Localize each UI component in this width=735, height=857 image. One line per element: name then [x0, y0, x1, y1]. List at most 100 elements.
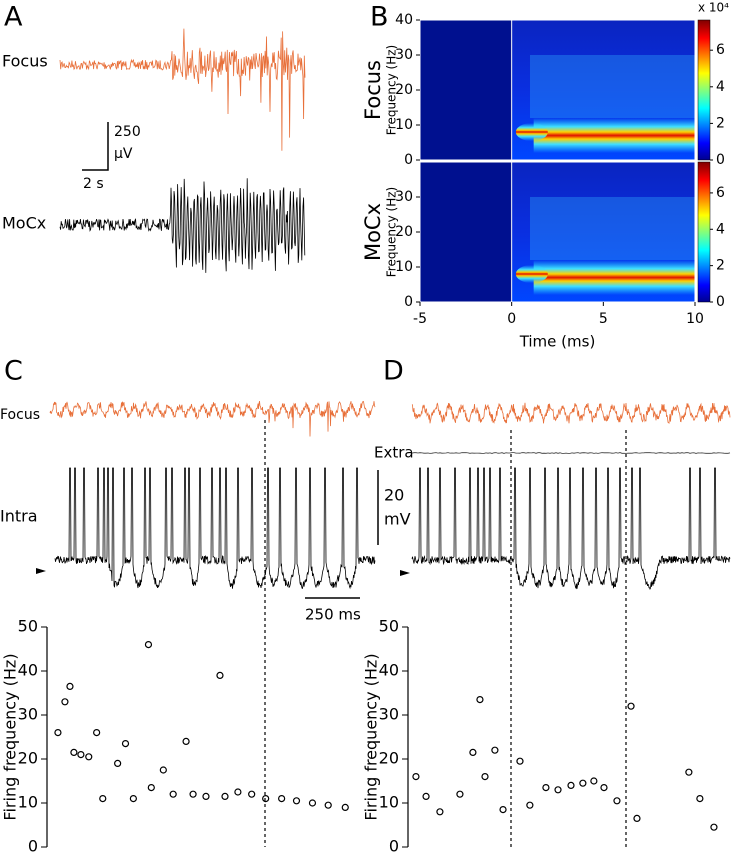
data-point	[457, 791, 463, 797]
trace-label: Focus	[0, 407, 40, 423]
x-tick-label: 5	[599, 311, 608, 327]
y-axis-label: Firing frequency (Hz)	[362, 653, 381, 820]
colorbar-tick-label: 2	[716, 258, 725, 274]
arrowhead	[400, 570, 410, 576]
scale-label: 250 ms	[305, 606, 361, 624]
data-point	[591, 778, 597, 784]
x-tick-label: -5	[413, 311, 427, 327]
data-point	[482, 774, 488, 780]
data-point	[309, 800, 315, 806]
data-point	[55, 730, 61, 736]
data-point	[71, 749, 77, 755]
data-point	[634, 815, 640, 821]
data-point	[492, 747, 498, 753]
data-point	[413, 774, 419, 780]
data-point	[183, 738, 189, 744]
colorbar-tick-label: 4	[716, 79, 725, 95]
data-point	[160, 767, 166, 773]
y-tick-label: 0	[404, 294, 413, 310]
y-tick-label: 30	[18, 705, 38, 724]
data-point	[94, 730, 100, 736]
y-tick-label: 20	[18, 749, 38, 768]
data-point	[222, 793, 228, 799]
y-tick-label: 10	[18, 793, 38, 812]
data-point	[190, 791, 196, 797]
heatmap	[420, 20, 695, 160]
y-tick-label: 30	[379, 705, 399, 724]
data-point	[62, 699, 68, 705]
data-point	[279, 796, 285, 802]
colorbar-tick-label: 0	[716, 152, 725, 168]
scale-bar	[82, 122, 108, 170]
data-point	[423, 793, 429, 799]
y-axis-label: Frequency (Hz)	[385, 187, 399, 278]
trace-label: MoCx	[2, 214, 46, 233]
heatmap-title: Focus	[361, 60, 385, 120]
x-axis-label: Time (ms)	[519, 333, 596, 351]
x-tick-label: 0	[507, 311, 516, 327]
data-point	[711, 824, 717, 830]
data-point	[203, 793, 209, 799]
colorbar	[698, 20, 710, 160]
data-point	[78, 752, 84, 758]
y-tick-label: 0	[404, 152, 413, 168]
data-point	[249, 791, 255, 797]
panel-label: C	[4, 356, 23, 387]
trace	[60, 178, 305, 273]
x-tick-label: 10	[686, 311, 704, 327]
data-point	[437, 809, 443, 815]
scale-label: 250	[114, 124, 141, 140]
data-point	[170, 791, 176, 797]
colorbar-tick-label: 6	[716, 185, 725, 201]
colorbar-tick-label: 4	[716, 221, 725, 237]
colorbar-tick-label: 2	[716, 115, 725, 131]
data-point	[293, 798, 299, 804]
data-point	[145, 642, 151, 648]
data-point	[67, 683, 73, 689]
data-point	[130, 796, 136, 802]
data-point	[123, 741, 129, 747]
heatmap-region	[530, 197, 695, 260]
trace	[60, 29, 305, 151]
y-tick-label: 50	[379, 617, 399, 636]
scale-label: 20	[384, 486, 404, 505]
colorbar-tick-label: 0	[716, 294, 725, 310]
data-point	[686, 769, 692, 775]
colorbar-label: x 10⁴	[698, 1, 729, 15]
data-point	[325, 802, 331, 808]
data-point	[628, 703, 634, 709]
y-tick-label: 40	[395, 12, 413, 28]
scale-label: µV	[114, 146, 133, 162]
y-tick-label: 50	[18, 617, 38, 636]
y-tick-label: 40	[18, 661, 38, 680]
trace	[412, 453, 730, 454]
trace	[50, 401, 375, 436]
panel-label: B	[370, 2, 389, 33]
data-point	[235, 789, 241, 795]
data-point	[100, 796, 106, 802]
data-point	[527, 802, 533, 808]
y-axis-label: Frequency (Hz)	[385, 45, 399, 136]
heatmap-band	[534, 260, 695, 295]
data-point	[115, 760, 121, 766]
data-point	[580, 780, 586, 786]
heatmap-band	[516, 265, 548, 283]
panel-label: D	[383, 356, 404, 387]
y-tick-label: 0	[389, 837, 399, 854]
data-point	[543, 785, 549, 791]
trace-label: Intra	[0, 507, 38, 526]
data-point	[477, 697, 483, 703]
trace-label: Focus	[2, 52, 48, 71]
y-tick-label: 0	[28, 837, 38, 854]
data-point	[470, 749, 476, 755]
heatmap-band	[534, 118, 695, 153]
trace	[55, 468, 375, 589]
trace	[412, 403, 730, 424]
y-tick-label: 20	[379, 749, 399, 768]
data-point	[601, 785, 607, 791]
heatmap-band	[516, 123, 548, 141]
data-point	[614, 798, 620, 804]
data-point	[148, 785, 154, 791]
data-point	[555, 787, 561, 793]
